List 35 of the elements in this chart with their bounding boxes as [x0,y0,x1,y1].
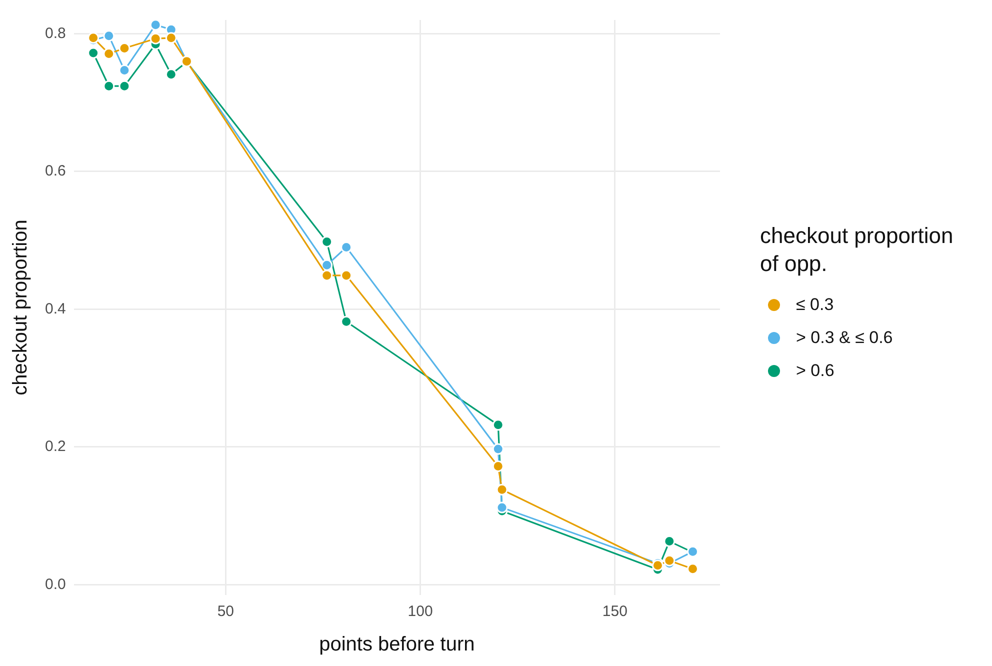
x-axis-title: points before turn [319,634,475,656]
point [103,48,115,60]
point [103,30,115,42]
point [664,554,676,566]
x-tick-label: 100 [408,603,433,620]
x-tick-label: 50 [217,603,234,620]
point [496,484,508,496]
legend-label: > 0.3 & ≤ 0.6 [796,328,893,348]
x-tick-label: 150 [602,603,628,620]
y-axis-title: checkout proportion [10,220,32,396]
point [492,443,504,455]
point [492,460,504,472]
point [165,32,177,44]
point [103,80,115,92]
point [340,316,352,328]
y-tick-label: 0.8 [44,24,66,42]
point [150,20,162,31]
point [321,259,333,271]
legend-label: > 0.6 [796,360,834,380]
y-tick-label: 0.6 [44,162,66,180]
point [321,236,333,248]
point [664,536,676,548]
legend-label: ≤ 0.3 [796,294,834,314]
y-tick-label: 0.2 [44,438,66,456]
point [118,80,130,92]
point [492,419,504,431]
point [88,47,100,59]
point [496,502,508,514]
legend-title: checkout proportion of opp. [760,222,954,278]
point [165,68,177,80]
point [340,270,352,282]
y-tick-label: 0.4 [44,300,66,318]
y-tick-label: 0.0 [44,576,66,593]
point [150,32,162,44]
point [321,270,333,282]
